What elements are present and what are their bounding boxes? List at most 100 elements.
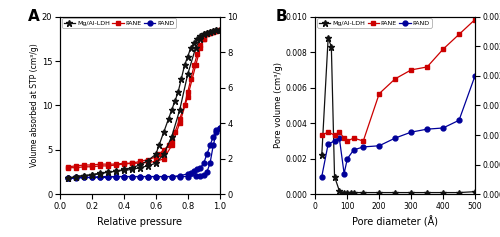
PAND [408, 131, 414, 134]
Mg/Al-LDH [105, 171, 111, 173]
PAND [332, 140, 338, 142]
Mg/Al-LDH [336, 189, 342, 192]
PAND [350, 148, 356, 151]
PAND [168, 175, 174, 178]
PANE [456, 33, 462, 36]
PAND [341, 172, 347, 175]
Mg/Al-LDH [89, 173, 95, 176]
Mg/Al-LDH [207, 30, 213, 33]
PANE [376, 92, 382, 95]
Line: PANE: PANE [66, 27, 222, 169]
PAND [216, 126, 222, 129]
PANE [73, 164, 79, 167]
Mg/Al-LDH [192, 46, 198, 49]
Line: PANE: PANE [320, 17, 478, 143]
PANE [198, 46, 203, 49]
Mg/Al-LDH [168, 135, 174, 138]
PANE [216, 28, 222, 31]
Mg/Al-LDH [200, 33, 206, 36]
PAND [81, 176, 87, 179]
PAND [73, 176, 79, 179]
PAND [145, 175, 151, 178]
PANE [192, 64, 198, 67]
Y-axis label: Pore volume (cm³/g): Pore volume (cm³/g) [274, 63, 283, 148]
PAND [207, 162, 213, 165]
PAND [214, 131, 220, 133]
PANE [350, 137, 356, 139]
Mg/Al-LDH [332, 175, 338, 178]
PANE [344, 140, 350, 142]
Mg/Al-LDH [214, 28, 220, 31]
PAND [97, 175, 103, 178]
PANE [81, 164, 87, 166]
Line: PAND: PAND [320, 73, 478, 179]
PAND [192, 174, 198, 177]
Line: PAND: PAND [66, 125, 222, 181]
Mg/Al-LDH [176, 109, 182, 111]
PAND [204, 171, 210, 173]
Mg/Al-LDH [408, 191, 414, 194]
PANE [200, 37, 206, 40]
PAND [210, 144, 216, 147]
PANE [424, 65, 430, 68]
PAND [325, 142, 331, 145]
Mg/Al-LDH [97, 172, 103, 174]
Mg/Al-LDH [161, 153, 167, 156]
Mg/Al-LDH [65, 177, 71, 180]
PANE [105, 163, 111, 165]
Mg/Al-LDH [341, 191, 347, 194]
Mg/Al-LDH [198, 37, 203, 40]
PAND [129, 175, 135, 178]
Mg/Al-LDH [360, 191, 366, 194]
Mg/Al-LDH [348, 191, 354, 194]
PANE [332, 134, 338, 137]
Mg/Al-LDH [153, 162, 159, 165]
PAND [184, 175, 190, 178]
PANE [360, 140, 366, 142]
Mg/Al-LDH [392, 191, 398, 194]
Mg/Al-LDH [325, 36, 331, 39]
PAND [319, 175, 325, 178]
PAND [424, 128, 430, 131]
PANE [472, 18, 478, 21]
Mg/Al-LDH [145, 164, 151, 167]
PAND [121, 175, 127, 178]
PAND [360, 146, 366, 148]
PANE [121, 162, 127, 165]
PANE [153, 160, 159, 163]
Line: Mg/Al-LDH: Mg/Al-LDH [318, 34, 478, 196]
Mg/Al-LDH [456, 191, 462, 194]
PANE [325, 131, 331, 134]
Mg/Al-LDH [376, 191, 382, 194]
PANE [65, 165, 71, 168]
PANE [137, 162, 143, 165]
Mg/Al-LDH [204, 31, 210, 34]
Mg/Al-LDH [472, 190, 478, 193]
PANE [392, 77, 398, 80]
Mg/Al-LDH [424, 191, 430, 194]
Y-axis label: Volume absorbed at STP (cm³/g): Volume absorbed at STP (cm³/g) [30, 44, 39, 167]
PANE [129, 162, 135, 165]
PAND [392, 137, 398, 139]
PANE [145, 161, 151, 164]
Text: B: B [276, 9, 287, 24]
PAND [456, 119, 462, 122]
PANE [184, 95, 190, 98]
PAND [65, 177, 71, 180]
PANE [210, 30, 216, 33]
PAND [113, 175, 119, 178]
PAND [137, 175, 143, 178]
Text: A: A [28, 9, 40, 24]
Mg/Al-LDH [216, 28, 222, 31]
Mg/Al-LDH [129, 168, 135, 171]
PANE [204, 33, 210, 36]
PANE [161, 157, 167, 160]
PAND [440, 127, 446, 129]
PAND [161, 175, 167, 178]
PANE [341, 137, 347, 139]
Mg/Al-LDH [113, 170, 119, 173]
PANE [168, 144, 174, 147]
PAND [472, 74, 478, 77]
Mg/Al-LDH [440, 191, 446, 194]
PANE [408, 68, 414, 71]
